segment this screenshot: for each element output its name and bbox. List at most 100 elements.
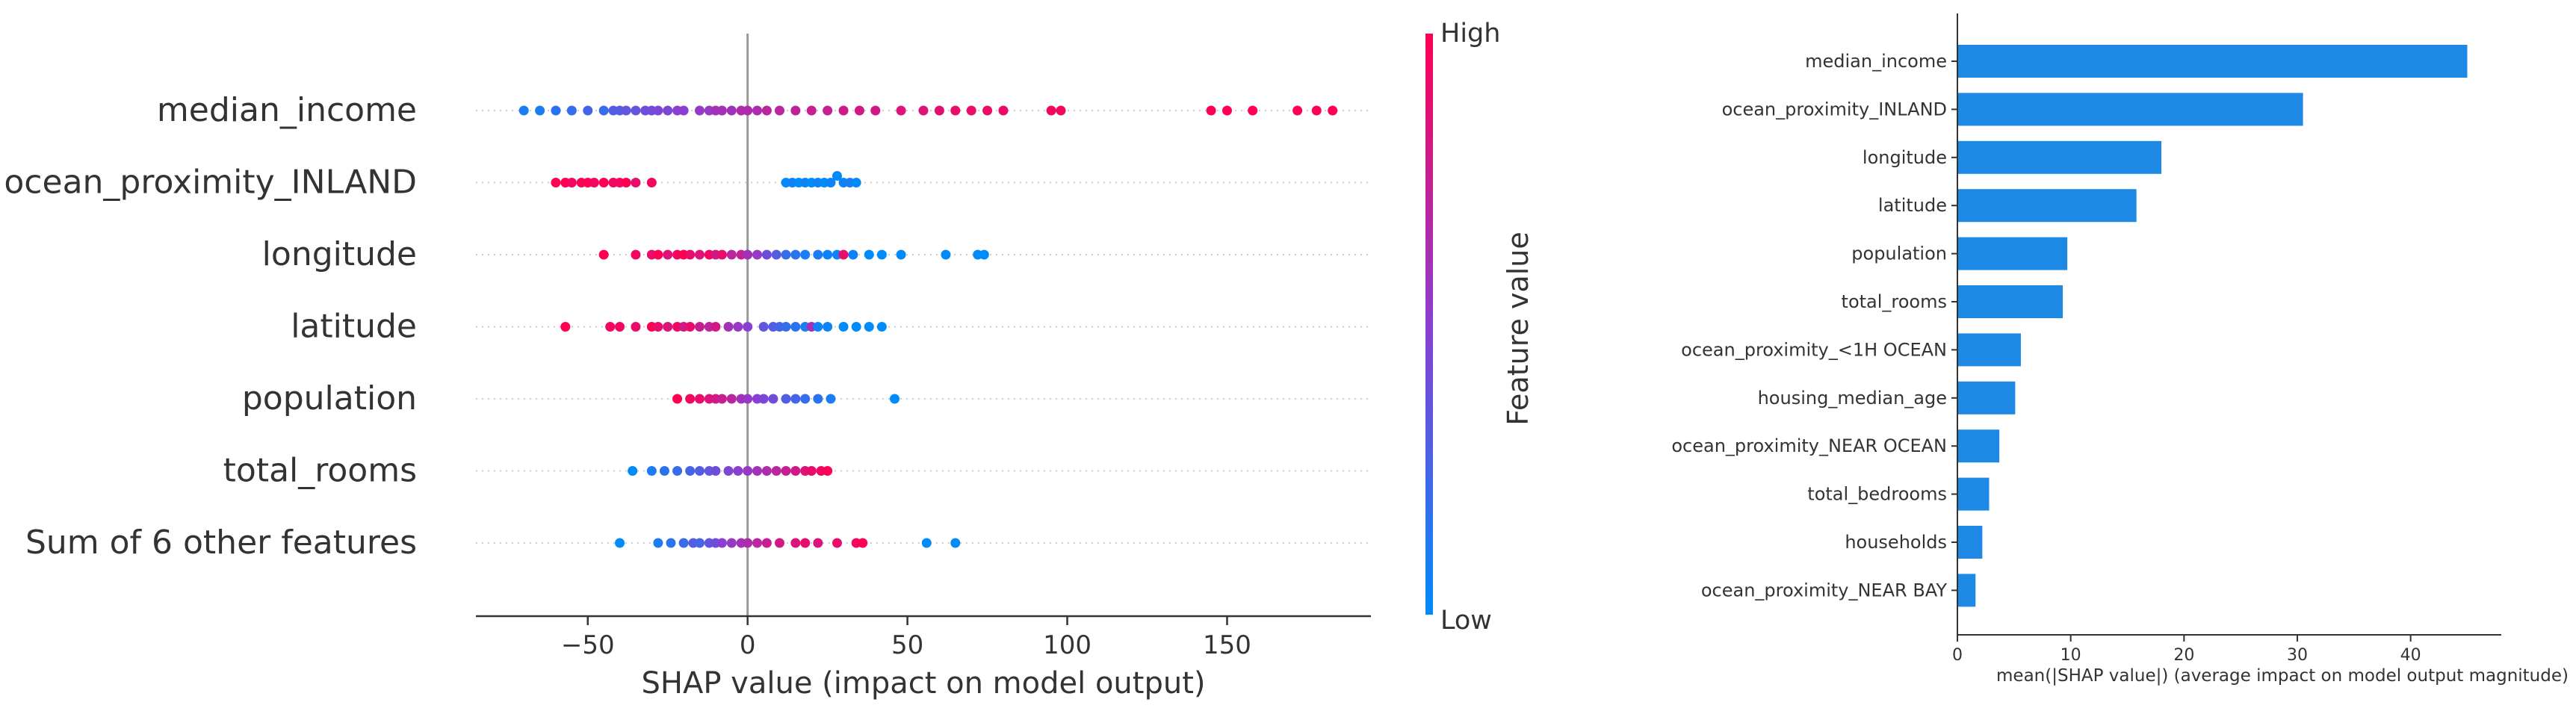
shap-point (710, 322, 721, 332)
shap-point (774, 105, 784, 116)
shap-point (518, 105, 529, 116)
shap-point (685, 322, 696, 332)
shap-point (790, 105, 801, 116)
x-tick-label: 100 (1043, 630, 1092, 660)
shap-point (743, 466, 753, 476)
shap-point (551, 105, 561, 116)
shap-point (615, 538, 625, 548)
bar-category-label: latitude (1878, 195, 1947, 216)
x-axis-ticks: 0 10 20 30 40 (1952, 635, 2421, 665)
shap-point (864, 322, 874, 332)
feature-label: latitude (291, 308, 417, 346)
shap-point (889, 394, 900, 404)
shap-point (752, 538, 763, 548)
shap-point (598, 178, 609, 187)
shap-point (723, 466, 734, 476)
shap-point (950, 105, 961, 116)
shap-point (535, 105, 545, 116)
shap-point (583, 105, 593, 116)
feature-label: total_rooms (223, 452, 417, 490)
bar-category-label: longitude (1863, 147, 1947, 168)
shap-point (685, 394, 696, 404)
shap-point (823, 249, 833, 260)
shap-point (628, 466, 638, 476)
shap-point (838, 322, 849, 332)
shap-point (800, 249, 811, 260)
bar (1957, 381, 2016, 415)
bar-category-label: median_income (1805, 51, 1947, 72)
bar (1957, 285, 2063, 318)
shap-point (934, 105, 944, 116)
shap-point (858, 538, 868, 548)
x-axis-label: mean(|SHAP value|) (average impact on mo… (1996, 666, 2569, 686)
shap-point (826, 394, 836, 404)
shap-point (1046, 105, 1056, 116)
bar (1957, 93, 2303, 126)
bar (1957, 45, 2468, 78)
shap-point (551, 178, 561, 187)
shap-point (646, 178, 657, 187)
shap-point (716, 105, 727, 116)
shap-point (864, 249, 874, 260)
shap-point (1056, 105, 1066, 116)
shap-point (1206, 105, 1216, 116)
shap-point (1292, 105, 1303, 116)
feature-labels: median_income ocean_proximity_INLANDlongi… (4, 91, 417, 562)
shap-point (781, 466, 791, 476)
x-tick-label: −50 (561, 630, 615, 660)
shap-point (752, 466, 763, 476)
shap-point (896, 105, 906, 116)
shap-point (663, 322, 673, 332)
colorbar-high-label: High (1440, 19, 1500, 49)
shap-point (710, 466, 721, 476)
shap-point (646, 466, 657, 476)
shap-point (768, 394, 778, 404)
shap-point (743, 538, 753, 548)
shap-point (806, 105, 817, 116)
bar (1957, 189, 2137, 223)
shap-point (733, 466, 743, 476)
bar-category-labels: median_income ocean_proximity_INLANDlongi… (1671, 51, 1957, 600)
shap-point (631, 178, 641, 187)
shap-point (621, 105, 631, 116)
shap-point (758, 394, 769, 404)
x-tick-label: 0 (1952, 646, 1963, 665)
x-tick-label: 30 (2287, 646, 2308, 665)
shap-point (685, 249, 696, 260)
colorbar: High Low Feature value (1425, 19, 1535, 636)
shap-point (695, 394, 705, 404)
shap-point (695, 322, 705, 332)
shap-point (678, 538, 689, 548)
bar (1957, 477, 1990, 511)
bar-category-label: housing_median_age (1758, 388, 1947, 409)
shap-point (678, 105, 689, 116)
shap-point (790, 249, 801, 260)
feature-label: population (242, 379, 417, 417)
shap-point (813, 322, 823, 332)
shap-point (695, 538, 705, 548)
bar-category-label: ocean_proximity_NEAR OCEAN (1671, 435, 1947, 456)
x-axis-label: SHAP value (impact on model output) (642, 666, 1206, 701)
bar-category-label: total_rooms (1842, 291, 1947, 312)
shap-point (781, 394, 791, 404)
shap-point (723, 322, 734, 332)
bar-category-label: total_bedrooms (1807, 484, 1947, 505)
shap-point (896, 249, 906, 260)
shap-point (672, 466, 683, 476)
bar-category-label: population (1851, 243, 1947, 264)
beeswarm-points (518, 105, 1338, 548)
shap-point (653, 538, 663, 548)
shap-point (826, 178, 836, 187)
colorbar-title: Feature value (1502, 232, 1535, 425)
shap-point (743, 105, 753, 116)
bar (1957, 526, 1983, 559)
shap-point (631, 249, 641, 260)
shap-point (950, 538, 961, 548)
bar (1957, 333, 2021, 367)
shap-bar-chart: median_income ocean_proximity_INLANDlongi… (1671, 13, 2569, 686)
feature-label: Sum of 6 other features (25, 524, 417, 562)
shap-point (781, 249, 791, 260)
shap-point (851, 178, 861, 187)
shap-point (653, 249, 663, 260)
